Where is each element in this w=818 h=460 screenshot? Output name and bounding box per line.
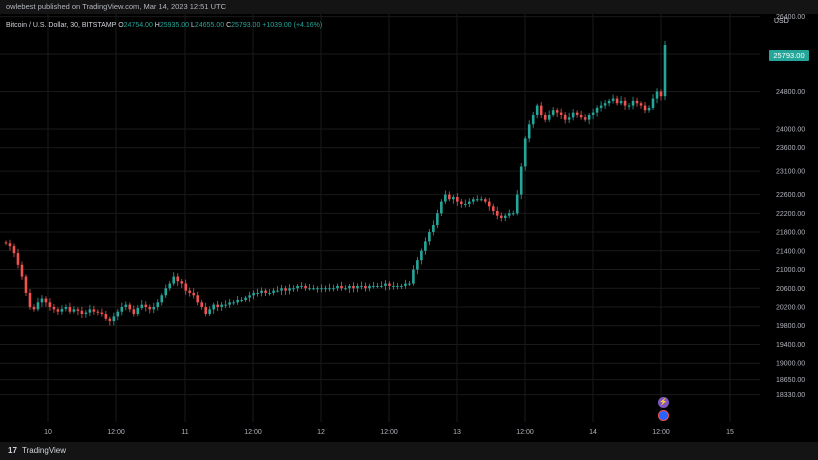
low-label: L bbox=[191, 22, 195, 29]
y-tick-label: 20200.00 bbox=[776, 305, 805, 312]
y-tick-label: 22200.00 bbox=[776, 211, 805, 218]
low-value: 24655.00 bbox=[194, 22, 225, 29]
y-axis-ticks: 26400.0025600.0024800.0024000.0023600.00… bbox=[776, 14, 805, 399]
high-label: H bbox=[154, 22, 160, 29]
symbol-info-line: Bitcoin / U.S. Dollar, 30, BITSTAMP O247… bbox=[6, 22, 322, 29]
change-value: +1039.00 (+4.16%) bbox=[262, 22, 323, 29]
y-tick-label: 20600.00 bbox=[776, 286, 805, 293]
y-tick-label: 23600.00 bbox=[776, 145, 805, 152]
close-label: C bbox=[226, 22, 232, 29]
y-tick-label: 19800.00 bbox=[776, 323, 805, 330]
y-tick-label: 19000.00 bbox=[776, 361, 805, 368]
last-price-badge: 25793.00 bbox=[769, 50, 809, 61]
y-tick-label: 24000.00 bbox=[776, 127, 805, 134]
open-value: 24754.00 bbox=[123, 22, 153, 29]
y-tick-label: 24800.00 bbox=[776, 89, 805, 96]
symbol-name: Bitcoin / U.S. Dollar, 30, BITSTAMP bbox=[6, 22, 117, 29]
open-label: O bbox=[118, 22, 124, 29]
lightning-event-icon[interactable]: ⚡ bbox=[658, 397, 669, 408]
y-tick-label: 21400.00 bbox=[776, 248, 805, 255]
y-tick-label: 19400.00 bbox=[776, 342, 805, 349]
brand-name[interactable]: TradingView bbox=[22, 446, 67, 455]
chart-area[interactable] bbox=[0, 14, 818, 442]
y-tick-label: 18330.00 bbox=[776, 392, 805, 399]
y-tick-label: 21000.00 bbox=[776, 267, 805, 274]
high-value: 25935.00 bbox=[159, 22, 190, 29]
y-tick-label: 22600.00 bbox=[776, 192, 805, 199]
y-tick-label: 18650.00 bbox=[776, 377, 805, 384]
close-value: 25793.00 bbox=[231, 22, 261, 29]
y-tick-label: 26400.00 bbox=[776, 14, 805, 21]
us-flag-event-icon[interactable] bbox=[658, 410, 669, 421]
tradingview-logo-icon[interactable]: 17 bbox=[8, 446, 17, 455]
price-axis[interactable]: 26400.0025600.0024800.0024000.0023600.00… bbox=[760, 14, 818, 439]
currency-label: USD bbox=[774, 18, 789, 25]
y-tick-label: 21800.00 bbox=[776, 230, 805, 237]
y-tick-label: 23100.00 bbox=[776, 169, 805, 176]
published-header: owlebest published on TradingView.com, M… bbox=[0, 0, 818, 14]
footer-bar: 17 TradingView bbox=[0, 442, 818, 460]
